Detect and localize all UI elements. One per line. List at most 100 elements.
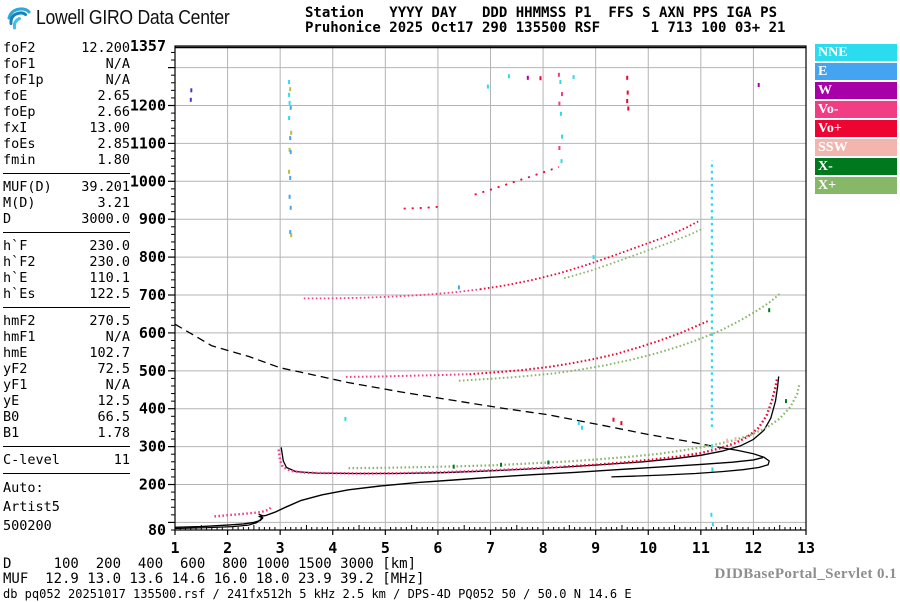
echo-dot bbox=[288, 147, 291, 152]
param-row-clevel: C-level 11 bbox=[3, 452, 130, 468]
param-value: N/A bbox=[105, 377, 130, 393]
echo-dot bbox=[288, 80, 291, 84]
legend-item-w: W bbox=[815, 82, 897, 99]
param-value: 66.5 bbox=[97, 409, 130, 425]
echo-dot bbox=[289, 175, 292, 180]
x-axis-label: 12 bbox=[744, 539, 762, 557]
echo-dot bbox=[711, 467, 714, 472]
param-row-hf: h`F 230.0 bbox=[3, 238, 130, 254]
trace-true-height-profile bbox=[174, 456, 764, 528]
x-axis-label: 11 bbox=[692, 539, 710, 557]
param-row-hf2: h`F2 230.0 bbox=[3, 254, 130, 270]
echo-dot bbox=[288, 116, 291, 120]
muf-scale-row: MUF 12.9 13.0 13.6 14.6 16.0 18.0 23.9 3… bbox=[3, 571, 425, 587]
echo-dot bbox=[457, 285, 460, 290]
legend-item-vo: Vo+ bbox=[815, 120, 897, 137]
echo-dot bbox=[547, 460, 550, 465]
x-axis-label: 9 bbox=[591, 539, 600, 557]
param-label: foF1p bbox=[3, 72, 44, 88]
autoscaling-info-line: Artist5 bbox=[3, 499, 60, 515]
x-axis-label: 6 bbox=[433, 539, 442, 557]
param-value: 13.00 bbox=[89, 120, 130, 136]
param-row-fxi: fxI 13.00 bbox=[3, 120, 130, 136]
trace-f2hop-x bbox=[458, 293, 781, 382]
param-row-ye: yE 12.5 bbox=[3, 393, 130, 409]
param-label: MUF(D) bbox=[3, 179, 52, 195]
param-value: 3000.0 bbox=[81, 211, 130, 227]
x-axis-label: 13 bbox=[797, 539, 815, 557]
echo-dot bbox=[189, 97, 192, 102]
y-axis-label: 80 bbox=[148, 521, 166, 539]
echo-dot bbox=[288, 194, 291, 199]
param-row-foe: foE 2.65 bbox=[3, 88, 130, 104]
param-label: B1 bbox=[3, 425, 20, 441]
param-label: C-level bbox=[3, 452, 60, 468]
echo-dot bbox=[768, 308, 771, 313]
param-row-hes: h`Es 122.5 bbox=[3, 286, 130, 302]
param-value: 102.7 bbox=[89, 345, 130, 361]
echo-dot bbox=[560, 111, 562, 116]
y-axis-label: 1000 bbox=[130, 172, 166, 190]
echo-dot bbox=[289, 136, 292, 141]
y-axis-label: 300 bbox=[139, 438, 166, 456]
x-axis-label: 1 bbox=[170, 539, 179, 557]
station-header-line2: Pruhonice 2025 Oct17 290 135500 RSF 1 71… bbox=[305, 20, 786, 36]
echo-dot bbox=[288, 92, 291, 97]
param-value: 1.80 bbox=[97, 152, 130, 168]
echo-dot bbox=[288, 169, 291, 174]
y-axis-label: 400 bbox=[139, 400, 166, 418]
param-label: yF2 bbox=[3, 361, 28, 377]
autoscaling-info-line: 500200 bbox=[3, 518, 52, 534]
trace-f3hop-o-red bbox=[479, 220, 699, 291]
x-axis-label: 2 bbox=[223, 539, 232, 557]
param-value: 2.85 bbox=[97, 136, 130, 152]
param-row-yf2: yF2 72.5 bbox=[3, 361, 130, 377]
param-row-foep: foEp 2.66 bbox=[3, 104, 130, 120]
echo-dot bbox=[626, 99, 629, 103]
echo-dot bbox=[344, 416, 347, 421]
param-label: h`F2 bbox=[3, 254, 36, 270]
param-row-b0: B0 66.5 bbox=[3, 409, 130, 425]
x-axis-label: 8 bbox=[539, 539, 548, 557]
param-value: N/A bbox=[105, 329, 130, 345]
echo-dot bbox=[289, 230, 292, 235]
y-axis-label: 900 bbox=[139, 210, 166, 228]
echo-dot bbox=[558, 101, 561, 106]
param-value: N/A bbox=[105, 72, 130, 88]
echo-dot bbox=[539, 76, 542, 81]
param-row-hmf2: hmF2 270.5 bbox=[3, 313, 130, 329]
legend-item-e: E bbox=[815, 63, 897, 80]
echo-dot bbox=[592, 255, 595, 260]
param-label: foEs bbox=[3, 136, 36, 152]
giro-wave-icon bbox=[7, 7, 31, 30]
param-value: 72.5 bbox=[97, 361, 130, 377]
param-row-fof2: foF2 12.200 bbox=[3, 40, 130, 56]
echo-dot bbox=[612, 417, 615, 422]
echo-dot bbox=[581, 425, 583, 430]
param-row-foes: foEs 2.85 bbox=[3, 136, 130, 152]
echo-dot bbox=[626, 75, 629, 80]
param-label: yE bbox=[3, 393, 20, 409]
echo-dot bbox=[711, 522, 714, 527]
echo-dot bbox=[289, 150, 292, 155]
param-row-fmin: fmin 1.80 bbox=[3, 152, 130, 168]
param-value: 3.21 bbox=[97, 195, 130, 211]
param-row-md: M(D) 3.21 bbox=[3, 195, 130, 211]
echo-dot bbox=[627, 106, 630, 111]
trace-f1-x-trace bbox=[348, 382, 801, 470]
legend-item-ssw: SSW bbox=[815, 139, 897, 156]
echo-dot bbox=[507, 74, 510, 79]
param-row-b1: B1 1.78 bbox=[3, 425, 130, 441]
trace-f1-o-trace-pink bbox=[277, 449, 565, 475]
param-value: 270.5 bbox=[89, 313, 130, 329]
param-label: foEp bbox=[3, 104, 36, 120]
echo-direction-legend: NNE E W Vo- Vo+ SSW X- X+ bbox=[815, 44, 897, 196]
echo-dot bbox=[560, 159, 563, 164]
measurement-info-row: db pq052 20251017 135500.rsf / 241fx512h… bbox=[3, 587, 632, 601]
param-label: hmF2 bbox=[3, 313, 36, 329]
trace-f3hop-x bbox=[563, 227, 704, 280]
plot-border bbox=[174, 45, 807, 531]
y-axis-label: 1200 bbox=[130, 97, 166, 115]
echo-dot bbox=[289, 87, 292, 92]
